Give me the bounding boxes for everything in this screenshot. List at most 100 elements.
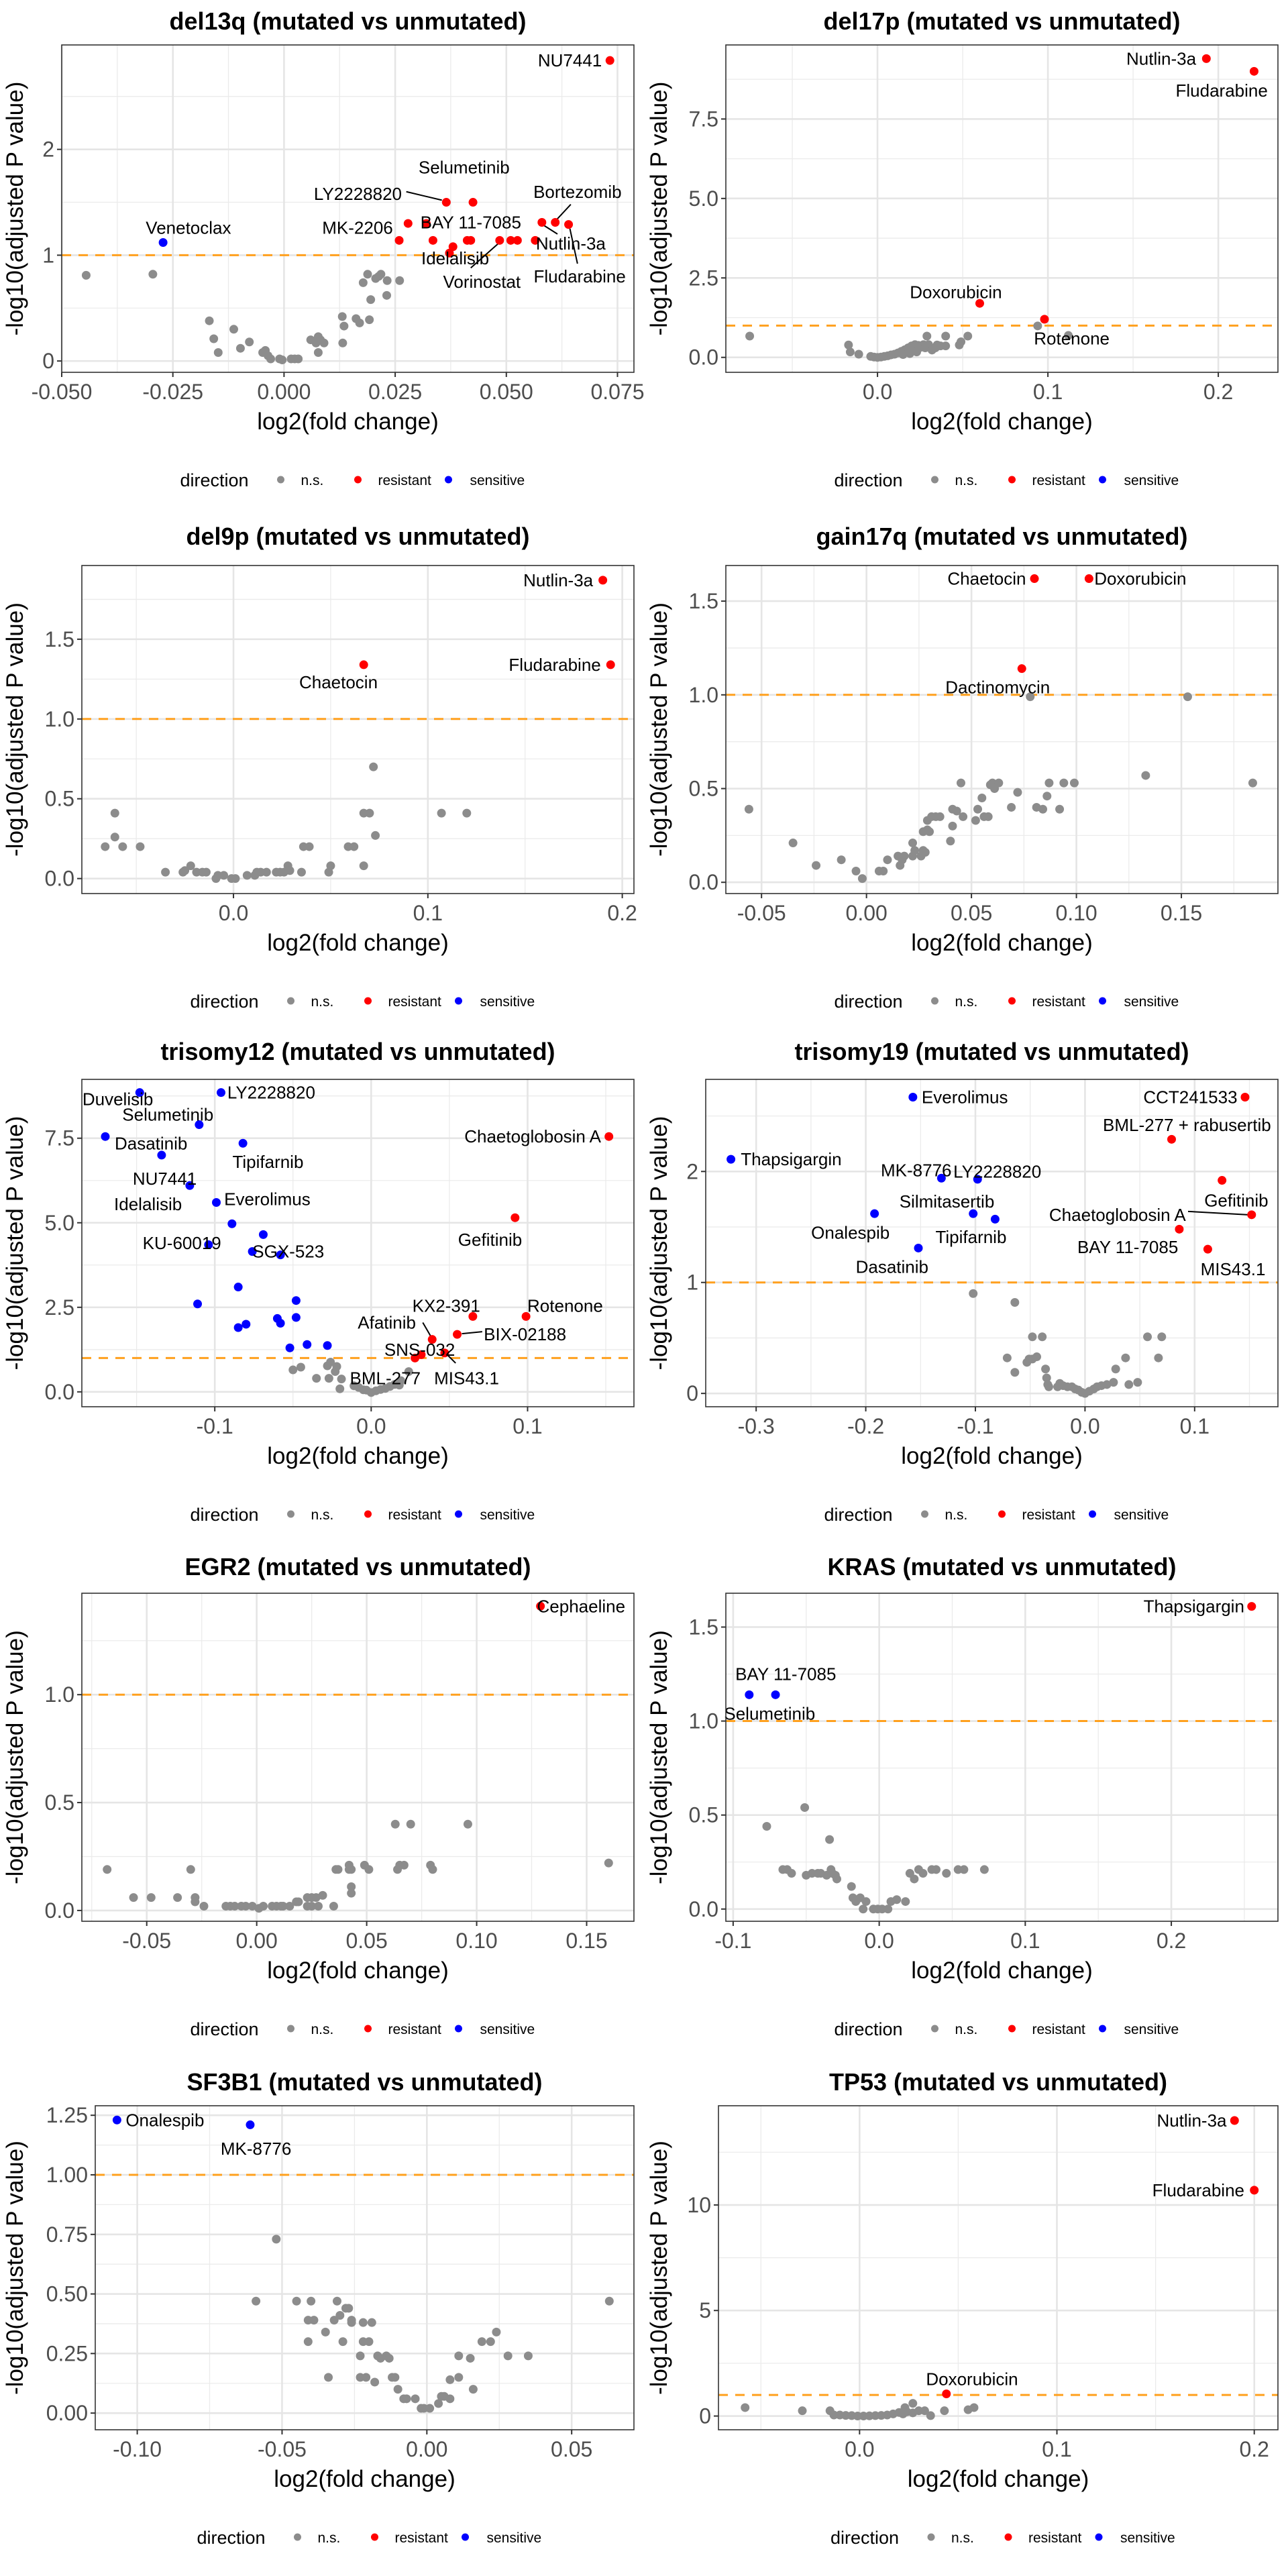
data-points (727, 1092, 1256, 1398)
data-point (307, 2296, 316, 2306)
gridlines (82, 1593, 634, 1921)
x-axis-title: log2(fold change) (908, 2466, 1089, 2492)
data-point (193, 1299, 203, 1309)
data-point (883, 1904, 893, 1914)
data-point (466, 2353, 475, 2363)
data-point (213, 348, 223, 358)
chart-title: SF3B1 (mutated vs unmutated) (186, 2068, 542, 2096)
data-point (1028, 1332, 1037, 1342)
point-duvelisib (135, 1088, 144, 1097)
x-tick-label: 0.075 (590, 380, 644, 404)
data-point (798, 2406, 807, 2416)
data-point (329, 2316, 339, 2325)
data-point (285, 866, 294, 875)
point-venetoclax (158, 237, 168, 247)
x-tick-label: 0.1 (1042, 2437, 1071, 2461)
legend-label-ns: n.s. (311, 2022, 334, 2037)
point-dactinomycin (1017, 664, 1026, 674)
data-point (948, 821, 957, 830)
data-point (339, 321, 349, 331)
data-point (1102, 1380, 1112, 1389)
point-vorinostat (495, 235, 504, 245)
data-point (445, 2394, 455, 2404)
y-tick-label: 0.0 (45, 1380, 74, 1404)
point-label: Idelalisib (114, 1194, 182, 1214)
point-chaetocin (359, 660, 368, 669)
volcano-panel: SF3B1 (mutated vs unmutated) Onalespib MK-… (0, 2061, 644, 2576)
point-ly2228820 (973, 1175, 982, 1184)
x-tick-label: 0.05 (345, 1929, 387, 1953)
data-point (382, 290, 391, 300)
data-point (369, 762, 378, 771)
data-point (186, 1865, 195, 1874)
label-leader-line (1187, 1210, 1248, 1216)
legend-key-sensitive (1095, 2533, 1103, 2541)
legend-key-resistant (364, 1510, 372, 1518)
legend-label-resistant: resistant (388, 2022, 442, 2037)
legend-label-sensitive: sensitive (1124, 994, 1179, 1010)
x-tick-label: 0.0 (356, 1414, 386, 1438)
x-tick-label: 0.025 (368, 380, 422, 404)
point-label: Dasatinib (115, 1133, 187, 1153)
data-point (307, 1901, 317, 1911)
y-tick-label: 0.0 (45, 1898, 74, 1923)
data-point (969, 1289, 978, 1298)
x-axis-title: log2(fold change) (274, 2466, 455, 2492)
data-point (445, 248, 454, 258)
point-doxorubicin (942, 2390, 951, 2399)
legend-label-resistant: resistant (388, 994, 442, 1010)
plot-border (705, 1079, 1279, 1407)
point-label: MIS43.1 (1201, 1259, 1266, 1279)
y-axis-title: -log10(adjusted P value) (2, 602, 28, 857)
data-point (186, 861, 195, 871)
point-label: Chaetoglobosin A (464, 1126, 601, 1146)
legend-key-ns (277, 476, 284, 484)
point-chaetoglobosin-a (1247, 1210, 1256, 1220)
data-point (1032, 1352, 1041, 1362)
data-point (940, 2406, 949, 2416)
data-point (231, 874, 240, 883)
point-label: Rotenone (527, 1295, 603, 1316)
data-point (428, 1865, 437, 1874)
legend-key-resistant (364, 997, 372, 1005)
x-tick-label: 0.1 (1180, 1414, 1210, 1438)
data-point (252, 2296, 261, 2306)
data-point (910, 846, 920, 855)
data-point (531, 235, 540, 245)
data-point (908, 2399, 918, 2408)
data-point (285, 1901, 294, 1911)
point-label: Chaetocin (947, 569, 1026, 589)
x-tick-label: 0.0 (863, 380, 892, 404)
x-tick-label: 0.2 (1203, 380, 1233, 404)
legend-label-ns: n.s. (951, 2530, 974, 2546)
data-point (825, 1835, 835, 1844)
data-point (209, 334, 219, 343)
point-label: SNS-032 (384, 1340, 455, 1360)
x-tick-label: 0.050 (480, 380, 533, 404)
data-point (466, 235, 476, 245)
y-tick-label: 0 (699, 2404, 711, 2428)
data-point (1038, 804, 1048, 814)
data-point (1248, 778, 1257, 788)
point-bml-277-rabusertib (1167, 1134, 1176, 1144)
legend-title: direction (824, 1505, 893, 1525)
data-point (506, 235, 515, 245)
x-tick-label: -0.025 (142, 380, 203, 404)
legend: direction n.s. resistant sensitive (191, 1505, 535, 1525)
volcano-panel: trisomy12 (mutated vs unmutated) Duvelisi… (0, 1030, 644, 1546)
data-point (288, 1365, 298, 1375)
legend-label-ns: n.s. (955, 473, 978, 488)
legend-key-resistant (364, 2025, 372, 2033)
data-point (294, 354, 303, 364)
point-label: Gefitinib (1204, 1190, 1268, 1210)
legend-title: direction (191, 1505, 259, 1525)
gridlines (82, 566, 634, 894)
plot-border (725, 44, 1279, 373)
volcano-chart: KRAS (mutated vs unmutated) Thapsigargin B… (646, 1553, 1279, 2039)
legend-label-resistant: resistant (1022, 1507, 1076, 1523)
point-label: Vorinostat (443, 272, 521, 292)
data-point (364, 2337, 374, 2347)
data-point (468, 2385, 478, 2394)
point-thapsigargin (727, 1155, 736, 1164)
legend-key-resistant (1008, 997, 1016, 1005)
